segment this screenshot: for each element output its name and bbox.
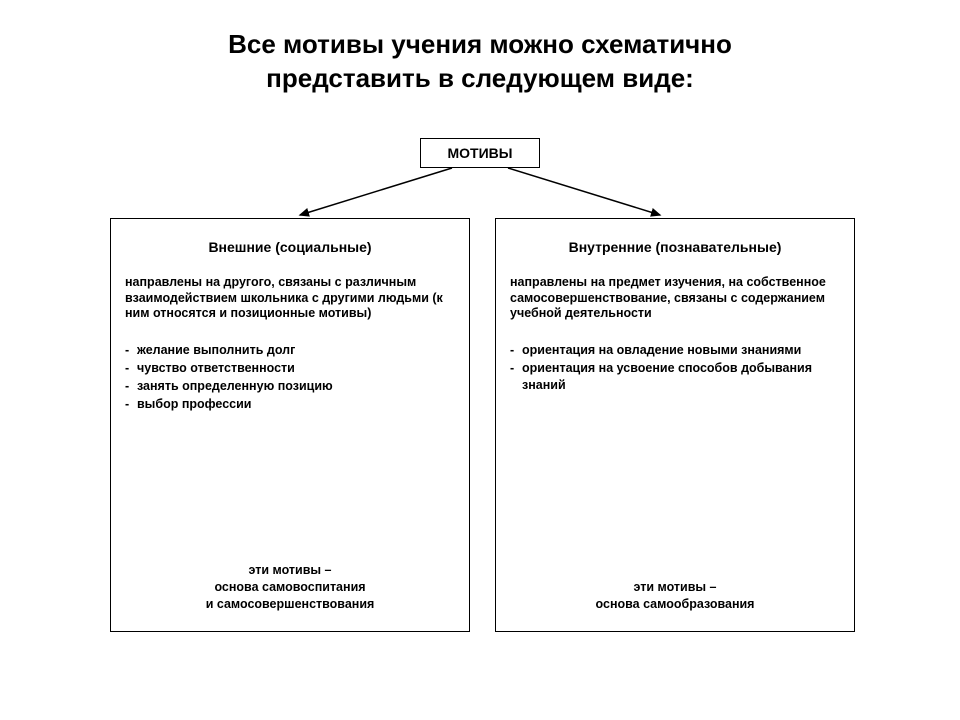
right-heading: Внутренние (познавательные) bbox=[510, 239, 840, 255]
footer-line: основа самообразования bbox=[596, 597, 755, 611]
title-line-2: представить в следующем виде: bbox=[266, 63, 694, 93]
root-node: МОТИВЫ bbox=[420, 138, 540, 168]
right-column-box: Внутренние (познавательные) направлены н… bbox=[495, 218, 855, 632]
left-footer: эти мотивы – основа самовоспитания и сам… bbox=[111, 562, 469, 613]
left-column-box: Внешние (социальные) направлены на друго… bbox=[110, 218, 470, 632]
list-item: ориентация на овладение новыми знаниями bbox=[510, 342, 840, 359]
list-item: чувство ответственности bbox=[125, 360, 455, 377]
list-item: занять определенную позицию bbox=[125, 378, 455, 395]
footer-line: эти мотивы – bbox=[248, 563, 331, 577]
left-heading: Внешние (социальные) bbox=[125, 239, 455, 255]
footer-line: эти мотивы – bbox=[633, 580, 716, 594]
list-item: желание выполнить долг bbox=[125, 342, 455, 359]
footer-line: основа самовоспитания bbox=[214, 580, 365, 594]
page-title: Все мотивы учения можно схематично предс… bbox=[0, 28, 960, 96]
list-item: ориентация на усвоение способов добывани… bbox=[510, 360, 840, 394]
footer-line: и самосовершенствования bbox=[206, 597, 375, 611]
right-lede: направлены на предмет изучения, на собст… bbox=[510, 275, 840, 322]
right-bullet-list: ориентация на овладение новыми знаниями … bbox=[510, 342, 840, 394]
root-label: МОТИВЫ bbox=[448, 145, 513, 161]
title-line-1: Все мотивы учения можно схематично bbox=[228, 29, 732, 59]
left-bullet-list: желание выполнить долг чувство ответстве… bbox=[125, 342, 455, 413]
left-lede: направлены на другого, связаны с различн… bbox=[125, 275, 455, 322]
list-item: выбор профессии bbox=[125, 396, 455, 413]
right-footer: эти мотивы – основа самообразования bbox=[496, 579, 854, 613]
